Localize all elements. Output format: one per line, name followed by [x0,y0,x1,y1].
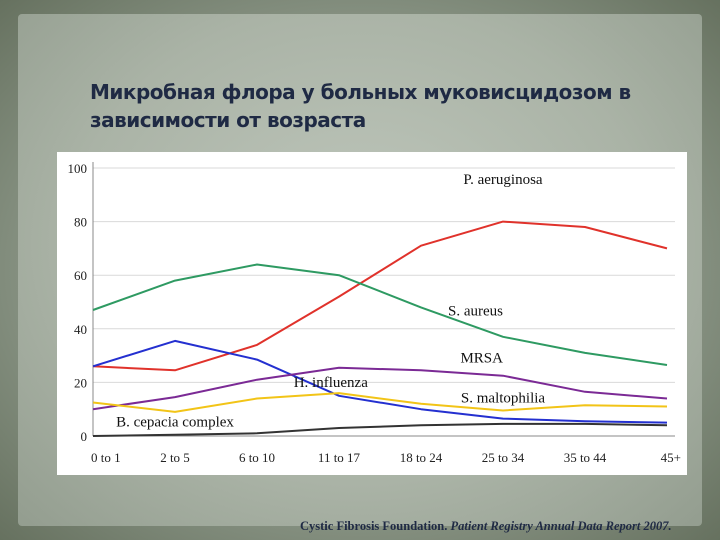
series-label-4: S. maltophilia [461,391,546,407]
citation-source: Cystic Fibrosis Foundation. [300,519,448,533]
y-tick-label-40: 40 [74,322,87,337]
series-label-2: H. influenza [294,375,368,391]
chart-container: 0 20 40 60 80 100 0 to 1 2 to 5 6 to 10 11 to 17 1… [57,152,687,475]
y-tick-label-80: 80 [74,215,87,230]
x-tick-label-4: 18 to 24 [400,450,443,465]
x-tick-label-3: 11 to 17 [318,450,361,465]
slide-title: Микробная флора у больных муковисцидозом… [90,78,650,134]
y-tick-label-0: 0 [81,429,88,444]
series-label-5: B. cepacia complex [116,415,234,431]
x-tick-label-7: 45+ [661,450,681,465]
slide-title-line-2: зависимости от возраста [90,108,366,132]
series-label-1: S. aureus [448,303,503,319]
slide-title-line-1: Микробная флора у больных муковисцидозом… [90,80,631,104]
x-tick-label-6: 35 to 44 [564,450,607,465]
source-citation: Cystic Fibrosis Foundation. Patient Regi… [300,519,672,534]
x-tick-label-1: 2 to 5 [160,450,190,465]
y-tick-label-60: 60 [74,268,87,283]
series-line-0 [92,220,668,372]
x-tick-label-2: 6 to 10 [239,450,275,465]
line-chart: 0 20 40 60 80 100 0 to 1 2 to 5 6 to 10 11 to 17 1… [68,161,682,465]
series-line-4 [92,392,668,413]
series-label-0: P. aeruginosa [463,172,542,188]
y-tick-label-20: 20 [74,375,87,390]
series-line-1 [92,263,668,366]
series-line-2 [92,339,668,424]
x-tick-label-5: 25 to 34 [482,450,525,465]
citation-report: Patient Registry Annual Data Report 2007… [450,519,672,533]
series-label-3: MRSA [460,350,503,366]
series-line-5 [92,422,668,437]
y-tick-label-100: 100 [68,161,88,176]
x-tick-label-0: 0 to 1 [91,450,121,465]
series-line-3 [92,366,668,411]
